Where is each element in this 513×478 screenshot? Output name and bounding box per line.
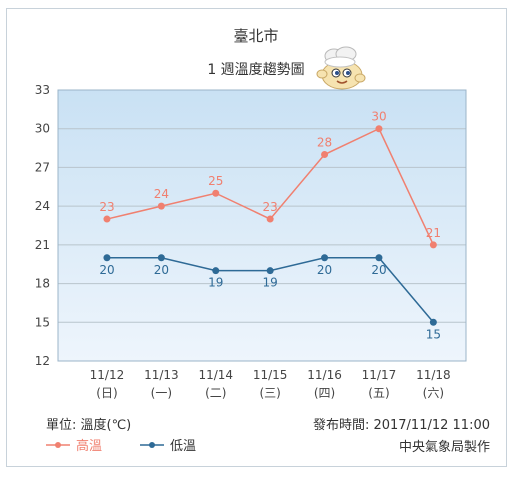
data-point bbox=[375, 254, 383, 262]
x-tick-date: 11/13 bbox=[144, 368, 179, 382]
y-tick-label: 21 bbox=[35, 238, 50, 252]
grid-lines bbox=[58, 128, 466, 323]
series-low: 20 20 19 19 20 20 15 bbox=[99, 254, 441, 341]
x-tick-weekday: (三) bbox=[259, 386, 280, 400]
data-label: 30 bbox=[371, 110, 386, 124]
data-point bbox=[429, 318, 437, 326]
data-point bbox=[157, 202, 165, 210]
data-label: 21 bbox=[426, 226, 441, 240]
data-label: 23 bbox=[99, 200, 114, 214]
data-label: 20 bbox=[317, 263, 332, 277]
y-tick-label: 33 bbox=[35, 83, 50, 97]
plot-frame bbox=[57, 89, 467, 362]
y-tick-label: 24 bbox=[35, 199, 50, 213]
data-point bbox=[266, 267, 274, 275]
x-tick-date: 11/14 bbox=[198, 368, 233, 382]
x-tick-weekday: (六) bbox=[423, 386, 444, 400]
x-tick-date: 11/18 bbox=[416, 368, 451, 382]
y-tick-label: 30 bbox=[35, 122, 50, 136]
y-tick-label: 27 bbox=[35, 160, 50, 174]
data-point bbox=[212, 189, 220, 197]
data-label: 20 bbox=[371, 263, 386, 277]
data-point bbox=[321, 254, 329, 262]
x-tick-weekday: (四) bbox=[314, 386, 335, 400]
x-tick-weekday: (二) bbox=[205, 386, 226, 400]
publisher-label: 中央氣象局製作 bbox=[399, 440, 490, 455]
x-tick-date: 11/15 bbox=[253, 368, 288, 382]
data-point bbox=[266, 215, 274, 223]
data-point bbox=[375, 125, 383, 133]
data-label: 19 bbox=[208, 276, 223, 290]
y-axis-ticks: 12 15 18 21 24 27 30 33 bbox=[35, 83, 50, 368]
x-tick-date: 11/16 bbox=[307, 368, 342, 382]
legend-low-label: 低溫 bbox=[170, 439, 196, 454]
x-tick-date: 11/17 bbox=[362, 368, 397, 382]
data-point bbox=[103, 254, 111, 262]
data-label: 20 bbox=[99, 263, 114, 277]
x-tick-weekday: (五) bbox=[368, 386, 389, 400]
unit-label: 單位: 溫度(℃) bbox=[46, 417, 131, 433]
series-layer: 23 24 25 23 28 30 21 20 20 19 19 20 20 15 bbox=[99, 110, 441, 342]
y-tick-label: 15 bbox=[35, 315, 50, 329]
x-tick-weekday: (一) bbox=[151, 386, 172, 400]
x-axis-ticks: 11/12 (日) 11/13 (一) 11/14 (二) 11/15 (三) 11/16 (四)… bbox=[90, 368, 451, 400]
legend: 高溫 低溫 bbox=[46, 438, 196, 454]
data-point bbox=[321, 151, 329, 159]
y-tick-label: 18 bbox=[35, 277, 50, 291]
x-tick-weekday: (日) bbox=[96, 386, 117, 400]
legend-item-low: 低溫 bbox=[140, 439, 196, 454]
legend-item-high: 高溫 bbox=[46, 438, 102, 454]
data-point bbox=[212, 267, 220, 275]
legend-high-label: 高溫 bbox=[76, 438, 102, 454]
data-point bbox=[103, 215, 111, 223]
legend-low-marker bbox=[149, 442, 155, 448]
data-label: 23 bbox=[263, 200, 278, 214]
data-label: 19 bbox=[263, 276, 278, 290]
series-high: 23 24 25 23 28 30 21 bbox=[99, 110, 441, 249]
weather-mascot-icon bbox=[316, 46, 366, 90]
legend-high-marker bbox=[55, 442, 61, 448]
city-name: 臺北市 bbox=[233, 27, 278, 45]
plot-area bbox=[58, 90, 466, 361]
x-tick-date: 11/12 bbox=[90, 368, 125, 382]
data-point bbox=[157, 254, 165, 262]
data-point bbox=[429, 241, 437, 249]
chart-title: 1 週溫度趨勢圖 bbox=[207, 62, 304, 78]
data-label: 20 bbox=[154, 263, 169, 277]
data-label: 15 bbox=[426, 327, 441, 341]
y-tick-label: 12 bbox=[35, 354, 50, 368]
data-label: 25 bbox=[208, 174, 223, 188]
data-label: 28 bbox=[317, 136, 332, 150]
issued-time: 發布時間: 2017/11/12 11:00 bbox=[313, 418, 490, 433]
data-label: 24 bbox=[154, 187, 169, 201]
